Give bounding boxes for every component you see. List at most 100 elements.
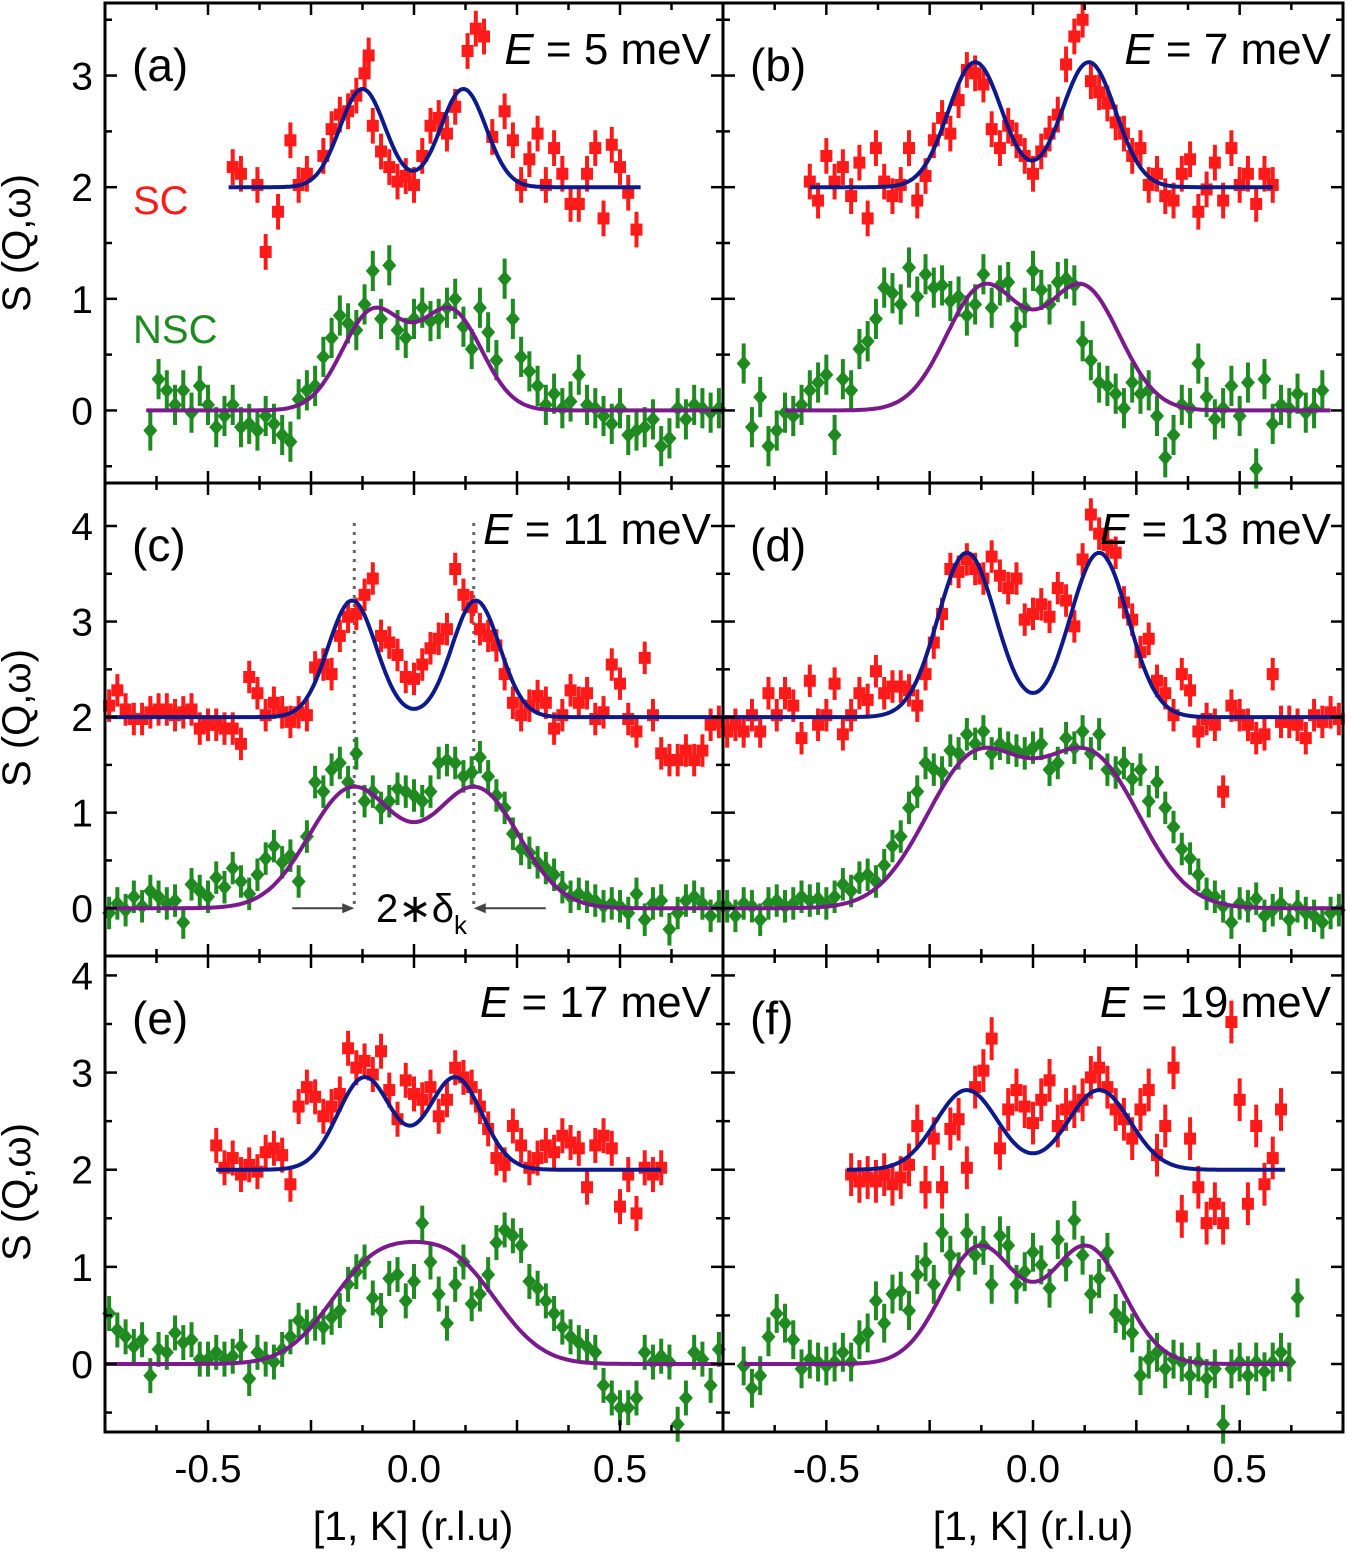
energy-symbol: E (483, 505, 513, 554)
point-nsc (1315, 914, 1330, 931)
point-sc (226, 722, 239, 735)
point-nsc (662, 430, 677, 447)
point-sc (449, 563, 462, 575)
point-sc (185, 703, 198, 716)
point-sc (1068, 620, 1081, 633)
y-tick-label: 1 (71, 1247, 93, 1290)
point-sc (366, 119, 379, 132)
point-nsc (530, 377, 545, 394)
point-nsc (1141, 1351, 1156, 1368)
point-nsc (275, 854, 290, 871)
point-nsc (448, 1276, 463, 1293)
point-sc (911, 1120, 924, 1132)
point-nsc (481, 324, 496, 341)
point-sc (1250, 1120, 1263, 1132)
point-nsc (538, 1292, 553, 1309)
point-sc (960, 553, 973, 566)
point-sc (1109, 546, 1122, 559)
point-nsc (374, 1302, 389, 1319)
point-sc (737, 725, 750, 738)
point-sc (1241, 718, 1254, 731)
point-sc (111, 684, 124, 697)
point-sc (903, 142, 915, 155)
series-sc (210, 1030, 668, 1231)
point-sc (1076, 13, 1089, 26)
point-sc (1258, 167, 1271, 180)
panel-label-c: (c) (132, 519, 186, 571)
point-nsc (283, 433, 298, 450)
point-sc (993, 142, 1006, 155)
point-nsc (464, 341, 479, 358)
point-nsc (753, 1367, 768, 1384)
point-nsc (654, 438, 669, 455)
point-nsc (1290, 1289, 1305, 1306)
point-sc (614, 161, 626, 174)
point-nsc (472, 749, 487, 766)
point-nsc (209, 1344, 224, 1361)
point-nsc (415, 1215, 430, 1232)
point-sc (845, 190, 858, 203)
point-nsc (1282, 911, 1297, 928)
point-sc (1167, 194, 1180, 207)
point-sc (572, 197, 585, 210)
point-nsc (1125, 771, 1140, 788)
point-nsc (827, 888, 842, 905)
point-sc (1258, 1178, 1271, 1191)
point-nsc (266, 838, 281, 855)
point-nsc (1257, 1363, 1272, 1380)
energy-symbol: E (1100, 978, 1130, 1027)
point-sc (399, 1074, 412, 1087)
point-sc (581, 1181, 594, 1194)
point-nsc (1183, 850, 1198, 867)
point-sc (1060, 58, 1073, 71)
point-nsc (868, 1292, 883, 1309)
point-nsc (415, 793, 430, 810)
point-sc (795, 732, 808, 745)
point-nsc (1150, 774, 1164, 791)
point-nsc (1191, 355, 1206, 372)
point-nsc (703, 1377, 718, 1394)
energy-label-e: E = 17 meV (480, 978, 712, 1027)
fit-sc-curve (809, 60, 1273, 190)
point-sc (1192, 725, 1205, 738)
point-sc (630, 725, 643, 738)
point-sc (284, 715, 297, 728)
point-nsc (893, 296, 908, 313)
point-nsc (926, 1276, 941, 1293)
point-sc (300, 1081, 313, 1094)
point-nsc (118, 1328, 133, 1345)
point-sc (1250, 197, 1263, 210)
point-nsc (637, 911, 652, 928)
y-tick-label: 4 (71, 955, 93, 998)
point-nsc (1100, 377, 1115, 394)
point-sc (605, 658, 618, 671)
point-sc (267, 696, 280, 709)
point-sc (1275, 1103, 1287, 1116)
point-nsc (1191, 866, 1206, 883)
fit-sc-curve (723, 550, 1343, 720)
point-nsc (184, 404, 199, 421)
point-sc (589, 142, 602, 155)
point-nsc (976, 266, 991, 283)
point-nsc (489, 1234, 504, 1251)
y-axis-title-ef: S (Q,ω) (0, 1123, 39, 1261)
point-sc (1043, 127, 1056, 140)
point-sc (820, 149, 833, 162)
point-nsc (852, 1331, 867, 1348)
point-nsc (448, 290, 463, 307)
point-sc (1159, 1120, 1172, 1132)
point-sc (886, 190, 899, 203)
point-sc (350, 607, 363, 620)
point-sc (1241, 167, 1254, 180)
point-nsc (126, 1338, 141, 1355)
point-nsc (481, 1266, 496, 1283)
point-sc (440, 127, 453, 140)
point-nsc (266, 415, 281, 432)
point-sc (812, 194, 825, 207)
point-nsc (604, 415, 619, 432)
point-nsc (176, 382, 191, 399)
point-nsc (621, 1399, 636, 1416)
y-tick-label: 0 (71, 1344, 93, 1387)
point-sc (919, 1181, 932, 1194)
point-sc (861, 693, 874, 706)
